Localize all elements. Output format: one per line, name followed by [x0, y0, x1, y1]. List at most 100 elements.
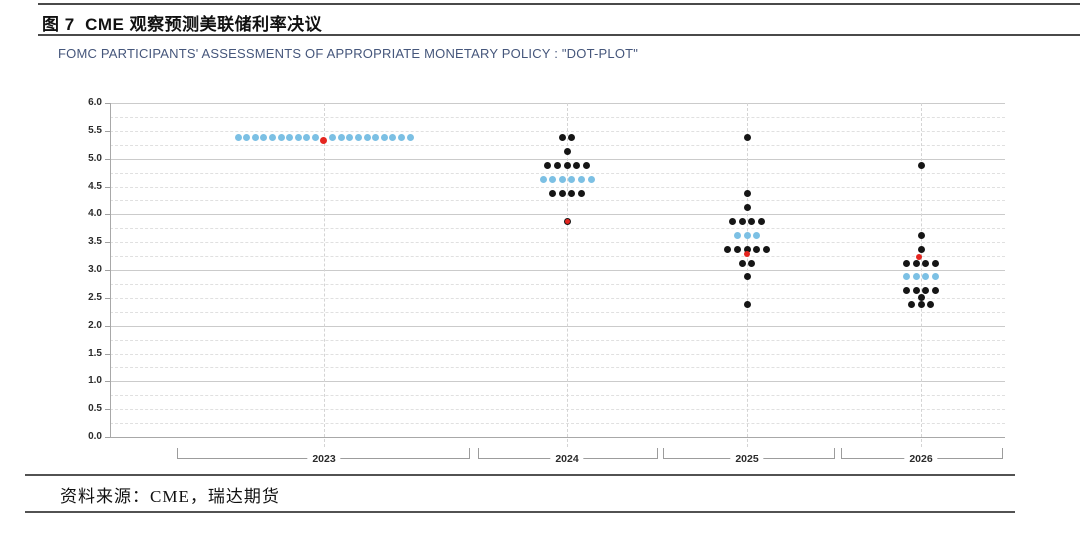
fomc-dot [733, 245, 741, 253]
market-expectation-dot [587, 176, 595, 184]
fomc-dot [903, 259, 911, 267]
market-expectation-dot [733, 231, 741, 239]
fomc-dot [917, 245, 925, 253]
y-axis-tick [105, 130, 110, 132]
market-expectation-dot [380, 134, 388, 142]
market-expectation-dot [397, 134, 405, 142]
year-gridline [567, 103, 568, 447]
gridline [110, 242, 1005, 244]
fomc-dot [743, 203, 751, 211]
fomc-dot [917, 294, 925, 302]
y-axis-label: 6.0 [88, 97, 102, 108]
y-axis-line [110, 103, 111, 437]
x-axis-year-label: 2023 [307, 453, 341, 465]
gridline [110, 256, 1005, 258]
y-axis-tick [105, 242, 110, 244]
current-rate-dot [564, 218, 570, 224]
fomc-dot [577, 189, 585, 197]
fomc-dot [724, 245, 732, 253]
year-gridline [324, 103, 325, 447]
y-axis-tick [105, 158, 110, 160]
market-expectation-dot [363, 134, 371, 142]
y-axis-label: 1.0 [88, 375, 102, 387]
y-axis-label: 5.5 [88, 124, 102, 136]
fomc-dot [753, 245, 761, 253]
y-axis-label: 2.5 [88, 291, 102, 303]
current-rate-dot [744, 250, 750, 257]
footer-bottom-rule [25, 511, 1015, 513]
market-expectation-dot [329, 134, 337, 142]
market-expectation-dot [303, 134, 311, 142]
fomc-dot [582, 162, 590, 170]
y-axis-label: 0.0 [88, 431, 102, 442]
y-axis-tick [105, 325, 110, 327]
fomc-dot [748, 259, 756, 267]
gridline [110, 186, 1005, 188]
y-axis-label: 4.5 [88, 180, 102, 192]
market-expectation-dot [903, 273, 911, 281]
market-expectation-dot [577, 176, 585, 184]
gridline [110, 311, 1005, 313]
market-expectation-dot [354, 134, 362, 142]
x-axis-year-label: 2025 [730, 453, 764, 465]
market-expectation-dot [539, 176, 547, 184]
gridline [110, 283, 1005, 285]
gridline [110, 367, 1005, 369]
y-axis-tick [105, 381, 110, 383]
market-expectation-dot [243, 134, 251, 142]
y-axis-label: 4.0 [88, 208, 102, 220]
market-expectation-dot [372, 134, 380, 142]
fomc-dot [558, 189, 566, 197]
fomc-dot [553, 162, 561, 170]
fomc-dot [748, 217, 756, 225]
y-axis-label: 1.5 [88, 347, 102, 359]
current-rate-dot [319, 136, 327, 144]
gridline [110, 158, 1005, 160]
year-gridline [921, 103, 922, 447]
y-axis-tick [105, 297, 110, 299]
market-expectation-dot [389, 134, 397, 142]
gridline [110, 339, 1005, 341]
market-expectation-dot [558, 176, 566, 184]
gridline [110, 200, 1005, 202]
fomc-dot [931, 259, 939, 267]
current-rate-dot [916, 254, 922, 261]
market-expectation-dot [568, 176, 576, 184]
market-expectation-dot [931, 273, 939, 281]
y-axis-tick [105, 437, 110, 438]
fomc-dot [912, 259, 920, 267]
fomc-dot [738, 259, 746, 267]
market-expectation-dot [311, 134, 319, 142]
market-expectation-dot [260, 134, 268, 142]
fomc-dot [573, 162, 581, 170]
y-axis-label: 3.5 [88, 236, 102, 248]
header-bottom-rule [38, 34, 1080, 36]
gridline [110, 228, 1005, 230]
fomc-dot [757, 217, 765, 225]
x-axis-year-label: 2026 [904, 453, 938, 465]
y-axis-tick [105, 353, 110, 355]
y-axis-label: 5.0 [88, 152, 102, 164]
y-axis-tick [105, 186, 110, 188]
fomc-dot [568, 189, 576, 197]
fomc-dot [568, 134, 576, 142]
fomc-dot [912, 287, 920, 295]
market-expectation-dot [922, 273, 930, 281]
fomc-dot [549, 189, 557, 197]
y-axis-tick [105, 270, 110, 271]
gridline [110, 381, 1005, 383]
gridline [110, 409, 1005, 411]
market-expectation-dot [268, 134, 276, 142]
gridline [110, 214, 1005, 216]
fomc-dot [931, 287, 939, 295]
y-axis-tick [105, 409, 110, 411]
fomc-dot [927, 301, 935, 309]
gridline [110, 103, 1005, 104]
header-top-rule [38, 3, 1080, 5]
market-expectation-dot [346, 134, 354, 142]
fomc-dot [743, 134, 751, 142]
gridline [110, 325, 1005, 327]
market-expectation-dot [337, 134, 345, 142]
y-axis-tick [105, 214, 110, 216]
